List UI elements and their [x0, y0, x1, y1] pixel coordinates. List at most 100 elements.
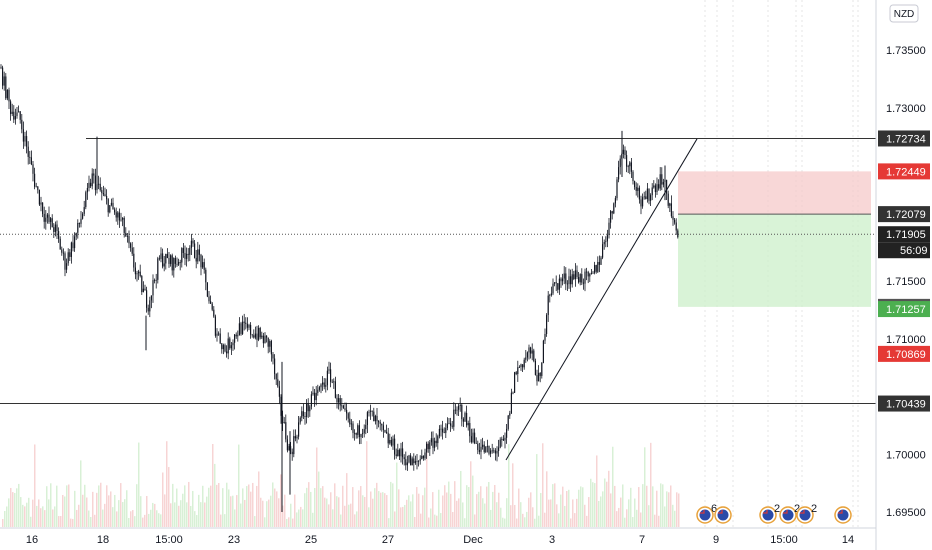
candle-body [568, 276, 570, 285]
x-tick-label: Dec [463, 534, 483, 546]
volume-bar [148, 513, 150, 527]
volume-bar [272, 482, 274, 527]
volume-bar [604, 478, 606, 527]
candle-body [630, 162, 632, 172]
candle-body [171, 255, 173, 271]
economic-event-marker[interactable] [714, 506, 732, 524]
volume-bar [476, 494, 478, 527]
volume-bar [178, 505, 180, 527]
candle-body [394, 438, 396, 455]
event-count: 2 [811, 503, 817, 515]
volume-bar [540, 493, 542, 527]
candle-body [173, 258, 175, 271]
candle-body [123, 217, 125, 233]
candle-body [501, 438, 503, 440]
candle-body [37, 186, 39, 190]
volume-bar [558, 513, 560, 527]
volume-bar [174, 502, 176, 527]
volume-bar [578, 489, 580, 527]
volume-bar [16, 488, 18, 527]
volume-bar [424, 487, 426, 527]
candle-body [83, 207, 85, 214]
volume-bar [112, 507, 114, 527]
economic-event-marker[interactable]: 2 [759, 503, 780, 524]
volume-bar [420, 513, 422, 527]
volume-bar [450, 493, 452, 527]
volume-bar [142, 517, 144, 527]
volume-bar [340, 514, 342, 527]
volume-bar [454, 481, 456, 527]
volume-bar [6, 506, 8, 527]
take-profit-zone[interactable] [678, 214, 871, 307]
volume-bar [192, 490, 194, 527]
candle-body [518, 366, 520, 368]
price-badge-label: 1.72079 [886, 209, 926, 221]
flag-icon-cross [783, 510, 788, 514]
volume-bar [104, 503, 106, 527]
time-axis[interactable]: 16 18 15:00 23 25 27 Dec 3 7 9 15:00 14 [26, 534, 854, 546]
volume-bar [36, 505, 38, 527]
volume-bar [612, 446, 614, 527]
candle-body [198, 249, 200, 255]
candle-body [186, 253, 188, 259]
economic-event-marker[interactable]: 2 [796, 503, 817, 524]
volume-bar [50, 483, 52, 527]
economic-event-marker[interactable] [834, 506, 852, 524]
volume-bar [414, 516, 416, 527]
volume-bar [530, 492, 532, 527]
candle-body [298, 422, 300, 437]
candle-body [216, 333, 218, 336]
candle-body [277, 379, 279, 387]
volume-bar [572, 499, 574, 527]
economic-event-marker[interactable]: 2 [779, 503, 800, 524]
candle-body [206, 282, 208, 297]
candle-body [442, 428, 444, 433]
volume-bar [444, 485, 446, 527]
candle-body [424, 452, 426, 459]
candle-body [214, 316, 216, 336]
candle-body [450, 423, 452, 426]
volume-bar [86, 497, 88, 527]
volume-bar [448, 481, 450, 527]
volume-bar [180, 500, 182, 527]
trend-line[interactable] [505, 138, 698, 461]
candle-body [246, 323, 248, 328]
candle-body [8, 89, 10, 102]
currency-button[interactable]: NZD [889, 4, 919, 23]
candle-body [451, 425, 453, 427]
volume-bar [608, 470, 610, 527]
volume-bar [390, 481, 392, 527]
volume-bar [348, 504, 350, 527]
volume-bar [312, 512, 314, 527]
candle-body [27, 146, 29, 157]
volume-bar [670, 485, 672, 527]
candle-body [75, 232, 77, 237]
candle-body [160, 253, 162, 259]
volume-bar [182, 493, 184, 527]
volume-bar [386, 495, 388, 527]
candle-body [526, 352, 528, 358]
candle-body [378, 421, 380, 423]
volume-bar [158, 513, 160, 527]
candle-body [3, 76, 5, 86]
volume-bar [306, 487, 308, 527]
volume-bar [472, 475, 474, 527]
candle-body [86, 187, 88, 193]
candle-body [69, 252, 71, 257]
volume-bar [120, 483, 122, 527]
economic-event-marker[interactable]: 6 [696, 503, 717, 524]
candle-body [498, 447, 500, 451]
volume-bar [260, 497, 262, 527]
volume-bar [322, 486, 324, 527]
price-axis[interactable]: 1.73500 1.73000 1.71500 1.71000 1.70000 1.695… [886, 45, 926, 519]
stop-loss-zone[interactable] [678, 171, 871, 215]
volume-bar [480, 486, 482, 527]
candle-body [517, 367, 519, 375]
flag-icon-fill [782, 509, 794, 521]
volume-bar [374, 488, 376, 527]
candle-body [640, 199, 642, 207]
candle-body [62, 252, 64, 254]
volume-bar [24, 506, 26, 527]
